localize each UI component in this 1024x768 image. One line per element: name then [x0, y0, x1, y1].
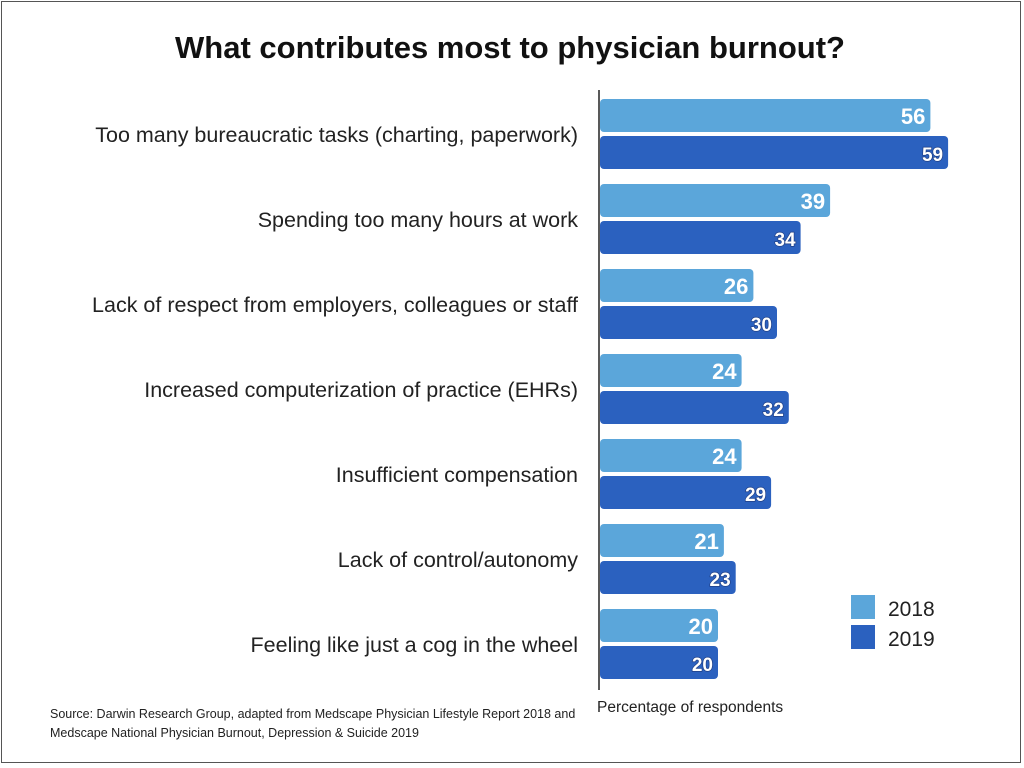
data-label-2019: 32	[763, 400, 784, 421]
bar-2019	[600, 646, 718, 679]
x-axis-title: Percentage of respondents	[597, 699, 783, 716]
bar-2019	[600, 136, 949, 169]
bar-2018	[600, 99, 931, 132]
source-note: Source: Darwin Research Group, adapted f…	[50, 707, 576, 740]
data-label-2019: 23	[710, 570, 731, 591]
legend-swatch-2018	[851, 595, 875, 619]
bar-2018	[600, 609, 718, 642]
data-label-2018: 20	[689, 614, 713, 639]
category-label: Increased computerization of practice (E…	[144, 378, 578, 402]
category-label: Insufficient compensation	[336, 463, 578, 487]
bar-2019	[600, 391, 789, 424]
bar-2018	[600, 524, 724, 557]
category-label: Feeling like just a cog in the wheel	[251, 633, 578, 657]
bar-2019	[600, 221, 801, 254]
bar-2019	[600, 561, 736, 594]
data-label-2018: 24	[712, 359, 737, 384]
category-label: Lack of control/autonomy	[338, 548, 578, 572]
bar-2019	[600, 476, 772, 509]
data-label-2018: 39	[801, 189, 825, 214]
data-label-2019: 59	[922, 145, 943, 166]
legend-label-2018: 2018	[888, 598, 935, 621]
data-label-2018: 26	[724, 274, 748, 299]
data-label-2018: 56	[901, 104, 925, 129]
category-label: Lack of respect from employers, colleagu…	[92, 293, 578, 317]
legend-label-2019: 2019	[888, 628, 935, 651]
data-label-2019: 34	[774, 230, 796, 251]
category-label: Too many bureaucratic tasks (charting, p…	[95, 123, 578, 147]
bar-2018	[600, 269, 754, 302]
data-label-2019: 20	[692, 655, 713, 676]
legend-swatch-2019	[851, 625, 875, 649]
bar-2018	[600, 439, 742, 472]
chart-title: What contributes most to physician burno…	[175, 30, 845, 65]
category-labels: Too many bureaucratic tasks (charting, p…	[92, 123, 578, 657]
data-label-2019: 29	[745, 485, 766, 506]
data-label-2018: 21	[694, 529, 718, 554]
data-label-2019: 30	[751, 315, 772, 336]
bar-2018	[600, 184, 831, 217]
bar-2019	[600, 306, 777, 339]
bar-2018	[600, 354, 742, 387]
category-label: Spending too many hours at work	[258, 208, 579, 232]
legend: 2018 2019	[851, 595, 935, 651]
data-label-2018: 24	[712, 444, 737, 469]
